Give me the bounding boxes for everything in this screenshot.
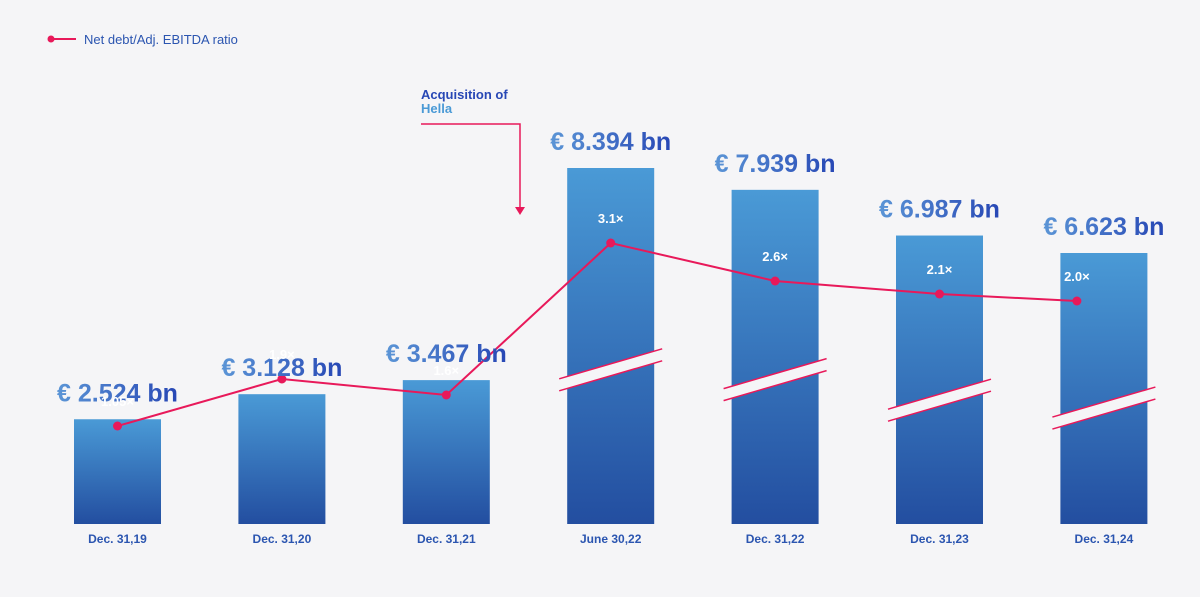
ratio-label: 1.6× bbox=[433, 363, 459, 378]
ratio-point bbox=[606, 238, 616, 248]
bar bbox=[731, 189, 819, 524]
bar-value-label: € 6.987 bn bbox=[879, 196, 1000, 224]
bar-value-label: € 7.939 bn bbox=[715, 150, 836, 178]
annotation-arrow bbox=[421, 123, 521, 208]
ratio-point bbox=[1072, 296, 1082, 306]
labels: € 2.524 bn Dec. 31,19 € 3.128 bn Dec. 31,20… bbox=[57, 128, 1164, 546]
bar bbox=[238, 394, 326, 524]
axis-break-mark bbox=[558, 348, 663, 392]
axis-break-mark bbox=[887, 378, 992, 422]
legend-label: Net debt/Adj. EBITDA ratio bbox=[84, 32, 238, 47]
bar-value-label: € 8.394 bn bbox=[550, 128, 671, 156]
bar bbox=[74, 419, 161, 524]
annotation-line1: Acquisition of bbox=[421, 87, 508, 102]
axis-break-gap bbox=[559, 348, 663, 391]
legend-dot-swatch bbox=[47, 35, 55, 43]
ratio-point bbox=[935, 289, 944, 299]
category-label: Dec. 31,24 bbox=[1075, 532, 1134, 546]
annotation: Acquisition of Hella bbox=[421, 87, 525, 215]
axis-break-line bbox=[1052, 386, 1156, 418]
axis-break-line bbox=[723, 357, 827, 390]
ratio-point bbox=[113, 421, 122, 431]
axis-break-gap bbox=[888, 379, 991, 422]
category-label: June 30,22 bbox=[580, 532, 642, 546]
axis-break-mark bbox=[1052, 386, 1156, 430]
category-label: Dec. 31,20 bbox=[253, 532, 312, 546]
bar bbox=[567, 168, 655, 524]
annotation-arrowhead bbox=[515, 207, 525, 215]
annotation-line2: Hella bbox=[421, 101, 453, 116]
category-label: Dec. 31,22 bbox=[746, 532, 805, 546]
category-label: Dec. 31,21 bbox=[417, 532, 476, 546]
axis-break-line bbox=[558, 348, 663, 380]
ratio-label: 3.1× bbox=[598, 211, 624, 226]
bars bbox=[74, 168, 1156, 524]
ratio-point bbox=[770, 276, 780, 286]
ratio-point bbox=[441, 390, 451, 400]
ratio-label: 1.05× bbox=[101, 394, 134, 409]
axis-break-line bbox=[887, 378, 992, 410]
bar-value-label: € 3.467 bn bbox=[386, 340, 507, 368]
ratio-label: 2.6× bbox=[762, 249, 788, 264]
axis-break-line bbox=[1052, 398, 1156, 430]
axis-break-mark bbox=[723, 357, 827, 402]
axis-break-line bbox=[558, 360, 663, 392]
ratio-point bbox=[277, 374, 287, 384]
category-label: Dec. 31,19 bbox=[88, 532, 147, 546]
axis-break-line bbox=[723, 369, 827, 402]
legend: Net debt/Adj. EBITDA ratio bbox=[47, 32, 238, 47]
ratio-label: 2.1× bbox=[927, 262, 953, 277]
ratio-label: 2.0× bbox=[1064, 269, 1090, 284]
axis-break-line bbox=[887, 390, 992, 422]
bar-value-label: € 3.128 bn bbox=[221, 354, 342, 382]
ratio-line bbox=[113, 238, 1082, 431]
bar-value-label: € 6.623 bn bbox=[1043, 213, 1164, 241]
axis-break-gap bbox=[723, 358, 827, 401]
axis-break-gap bbox=[1052, 387, 1156, 430]
bar bbox=[1060, 253, 1148, 524]
ratio-label: 1.9× bbox=[269, 347, 295, 362]
bar-value-label: € 2.524 bn bbox=[57, 379, 178, 407]
bar bbox=[402, 380, 490, 524]
category-label: Dec. 31,23 bbox=[910, 532, 969, 546]
bar bbox=[896, 235, 983, 524]
